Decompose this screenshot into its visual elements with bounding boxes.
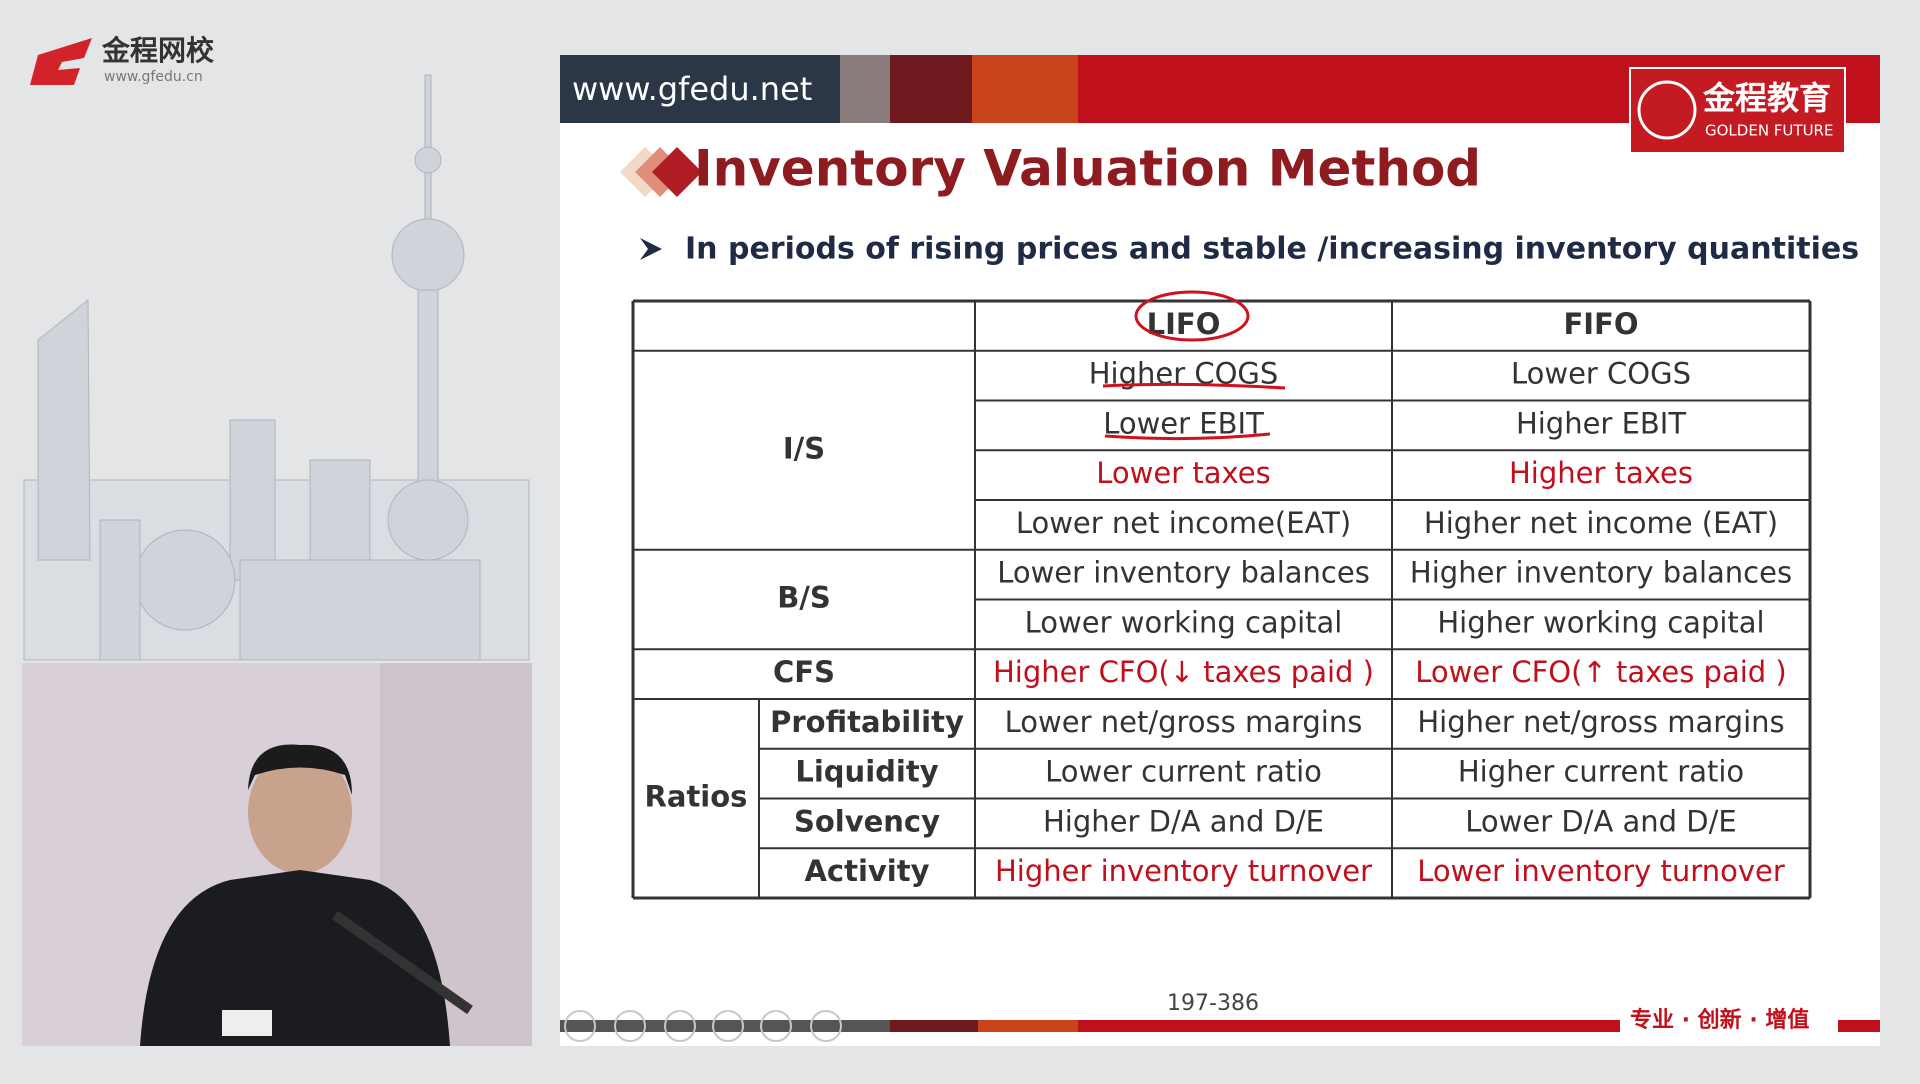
- table-cell: Higher net income (EAT): [1424, 506, 1778, 540]
- row-group-label: CFS: [773, 655, 835, 689]
- header-url: www.gfedu.net: [572, 70, 812, 108]
- row-sub-label: Solvency: [794, 804, 940, 838]
- page-number: 197-386: [1167, 991, 1259, 1016]
- table-cell: Lower COGS: [1511, 357, 1691, 391]
- table-cell: Higher current ratio: [1458, 755, 1744, 789]
- slide-header: www.gfedu.net 金程教育 GOLDEN FUTURE: [560, 55, 1880, 154]
- logo-name: 金程网校: [101, 34, 215, 67]
- footer-bar: 专业 · 创新 · 增值: [560, 1007, 1880, 1033]
- skyline: [23, 74, 530, 661]
- table-cell: Higher net/gross margins: [1417, 705, 1784, 739]
- table-cell: Lower EBIT: [1103, 406, 1264, 440]
- row-sub-label: Activity: [804, 854, 929, 888]
- table-cell: Higher CFO(↓ taxes paid ): [993, 655, 1374, 689]
- title-icon: [620, 147, 702, 197]
- player-controls[interactable]: [564, 1010, 842, 1042]
- table-cell: Higher inventory turnover: [995, 854, 1372, 888]
- table-cell: Lower net income(EAT): [1016, 506, 1351, 540]
- table-cell: Lower CFO(↑ taxes paid ): [1415, 655, 1786, 689]
- brand-english: GOLDEN FUTURE: [1705, 122, 1833, 140]
- table-cell: Lower inventory turnover: [1417, 854, 1785, 888]
- row-group-label: B/S: [777, 581, 831, 615]
- bullet-text: In periods of rising prices and stable /…: [685, 232, 1859, 267]
- table-cell: Lower taxes: [1096, 456, 1270, 490]
- slide-title: Inventory Valuation Method: [694, 140, 1481, 198]
- table-cell: Higher working capital: [1437, 605, 1764, 639]
- table-cell: Higher EBIT: [1516, 406, 1686, 440]
- row-group-label: I/S: [783, 431, 825, 465]
- webcam-video: [22, 663, 532, 1046]
- table-cell: Lower inventory balances: [997, 556, 1370, 590]
- table-cell: Higher inventory balances: [1410, 556, 1792, 590]
- column-header: FIFO: [1563, 307, 1638, 341]
- table-cell: Lower working capital: [1025, 605, 1343, 639]
- row-sub-label: Profitability: [770, 705, 964, 739]
- table-cell: Lower net/gross margins: [1005, 705, 1363, 739]
- row-group-label: Ratios: [645, 780, 748, 814]
- table-cell: Higher taxes: [1509, 456, 1693, 490]
- logo-url: www.gfedu.cn: [104, 69, 203, 85]
- annotations: [1102, 290, 1286, 441]
- table-cell: Lower D/A and D/E: [1465, 804, 1736, 838]
- logo-icon: [30, 38, 92, 85]
- table-cell: Lower current ratio: [1045, 755, 1322, 789]
- slogan: 专业 · 创新 · 增值: [1630, 1007, 1809, 1033]
- bullet-icon: [640, 238, 662, 260]
- table-cell: Higher D/A and D/E: [1043, 804, 1324, 838]
- brand-name: 金程教育: [1702, 79, 1831, 117]
- logo: 金程网校 www.gfedu.cn: [30, 34, 215, 85]
- row-sub-label: Liquidity: [795, 755, 938, 789]
